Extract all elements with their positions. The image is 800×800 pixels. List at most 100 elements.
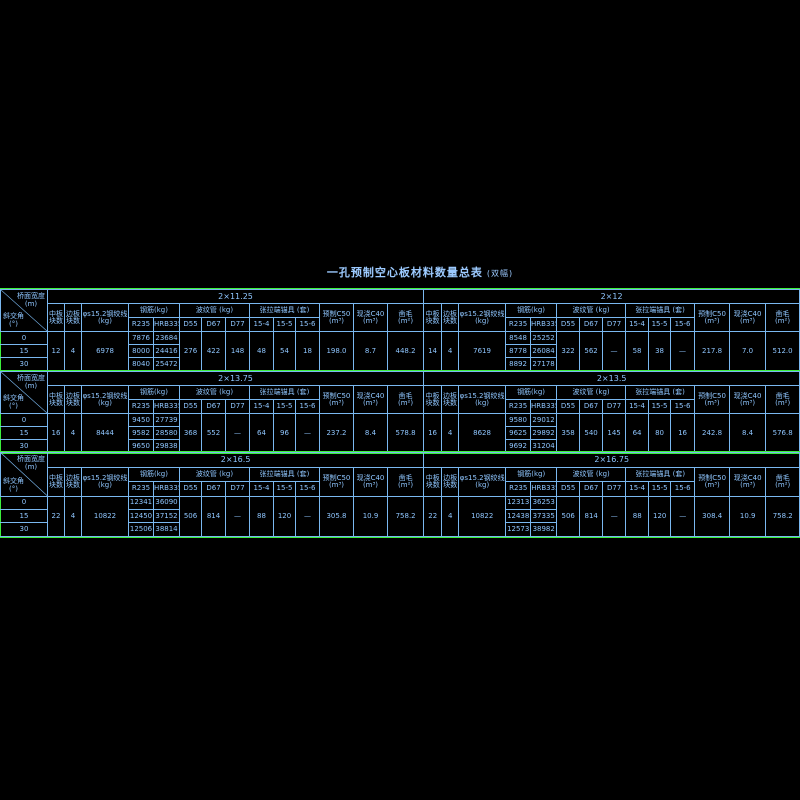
d55-value: 358 [556,413,581,453]
a5-value: 80 [648,413,672,453]
header-text: φs15.2钢绞线 [459,473,505,482]
hrb335-value: 37152 [153,508,180,524]
subheader-a6: 15-6 [670,481,696,497]
a4-value: 48 [249,331,274,371]
d67-value: 562 [579,331,604,371]
header-text: (m³) [740,398,756,407]
edge-slab-count-header: 边板块数 [64,466,82,497]
precast-value: 308.4 [694,495,731,538]
subheader-d77: D77 [225,481,250,497]
duct-header: 波纹管 (kg) [179,385,250,400]
precast-header: 预制C50 (m³) [694,466,731,497]
subheader-d67: D67 [201,399,226,414]
section-table: 桥面宽度 (m) 斜交角 (°) 2×16.5 2×16.75 中板块数 边板块数 φs15.2… [0,451,800,538]
angle-unit: (°) [9,320,18,328]
edge-slab-count-header: 边板块数 [441,303,460,332]
subheader-d55: D55 [179,399,202,414]
subheader-r235: R235 [128,399,154,414]
r235-value: 9692 [505,439,532,453]
header-text: (m³) [704,398,720,407]
subheader-a5: 15-5 [648,481,672,497]
header-text: (m³) [704,316,720,325]
header-text: (kg) [98,316,112,325]
header-text: 边板块数 [443,473,458,489]
mid-slab-count-header: 中板块数 [423,466,443,497]
subheader-d77: D77 [602,399,627,414]
angle-unit: (°) [9,402,18,410]
mid-slab-count: 22 [47,495,65,538]
castin-value: 8.7 [353,331,388,371]
rough-header: 凿毛 (m²) [386,385,425,414]
subheader-r235: R235 [128,481,154,497]
width-label-text: 桥面宽度 [17,292,45,300]
precast-value: 237.2 [319,413,354,453]
precast-header: 预制C50 (m³) [319,466,354,497]
hrb335-value: 24416 [153,344,180,358]
header-text: (m²) [775,398,791,407]
header-text: 预制C50 [322,309,351,318]
anchor-header: 张拉端锚具 (套) [249,466,320,483]
diagonal-header-cell: 桥面宽度 (m) 斜交角 (°) [0,452,48,497]
mid-slab-count-header: 中板块数 [47,303,65,332]
r235-value: 9650 [128,439,154,453]
hrb335-value: 29012 [530,413,558,427]
header-text: (kg) [475,398,490,407]
precast-value: 305.8 [319,495,354,538]
strand-header: φs15.2钢绞线 (kg) [81,466,129,497]
strand-value: 10822 [458,495,507,538]
castin-header: 现浇C40 (m³) [353,385,388,414]
header-text: 中板块数 [425,473,440,489]
edge-slab-count: 4 [441,413,460,453]
header-text: 现浇C40 [356,309,385,318]
a6-value: — [670,495,696,538]
diagonal-header-cell: 桥面宽度 (m) 斜交角 (°) [0,371,48,414]
width-label-text: 桥面宽度 [17,455,45,463]
a6-value: 16 [670,413,696,453]
header-text: (kg) [98,398,112,407]
header-text: (m²) [775,316,791,325]
hrb335-value: 25252 [530,331,558,345]
subheader-r235: R235 [505,317,532,332]
diagonal-line [1,453,47,496]
subtitle-text: (双幅) [486,269,514,278]
header-text: (m³) [328,316,345,325]
rebar-header: 钢筋(kg) [128,466,180,483]
subheader-hrb: HRB335 [153,317,180,332]
r235-value: 8040 [128,357,154,371]
hrb335-value: 27739 [153,413,180,427]
angle-label-text: 斜交角 [3,394,24,402]
header-text: 现浇C40 [356,473,385,482]
mid-slab-count-header: 中板块数 [47,385,65,414]
header-text: 现浇C40 [356,391,385,400]
hrb335-value: 31204 [530,439,558,453]
a4-value: 58 [625,331,650,371]
strand-header: φs15.2钢绞线 (kg) [81,303,129,332]
mid-slab-count: 16 [423,413,443,453]
header-text: 边板块数 [443,391,458,407]
r235-value: 12573 [505,522,532,537]
hrb335-value: 23684 [153,331,180,345]
r235-value: 8000 [128,344,154,358]
d67-value: 814 [201,495,226,538]
d55-value: 368 [179,413,202,453]
header-text: 现浇C40 [733,473,762,482]
r235-value: 8892 [505,357,532,371]
table-row: 0 16 4 8444 9450 27739 368 552—64 96—237.2 8.4 578… [0,413,800,453]
header-text: 边板块数 [66,473,80,489]
rough-header: 凿毛 (m²) [765,303,800,332]
header-text: 边板块数 [443,309,458,325]
header-text: (kg) [475,480,490,489]
angle-label-text: 斜交角 [3,312,24,320]
subheader-d55: D55 [556,317,581,332]
subheader-a6: 15-6 [670,399,696,414]
header-text: 凿毛 [398,473,413,482]
edge-slab-count-header: 边板块数 [64,385,82,414]
angle-cell: 15 [0,426,48,440]
castin-value: 10.9 [729,495,767,538]
a4-value: 88 [249,495,274,538]
strand-header: φs15.2钢绞线 (kg) [458,466,507,497]
header-text: 凿毛 [398,391,413,400]
castin-value: 7.0 [729,331,767,371]
rebar-header: 钢筋(kg) [128,303,180,318]
header-text: 凿毛 [775,309,790,318]
